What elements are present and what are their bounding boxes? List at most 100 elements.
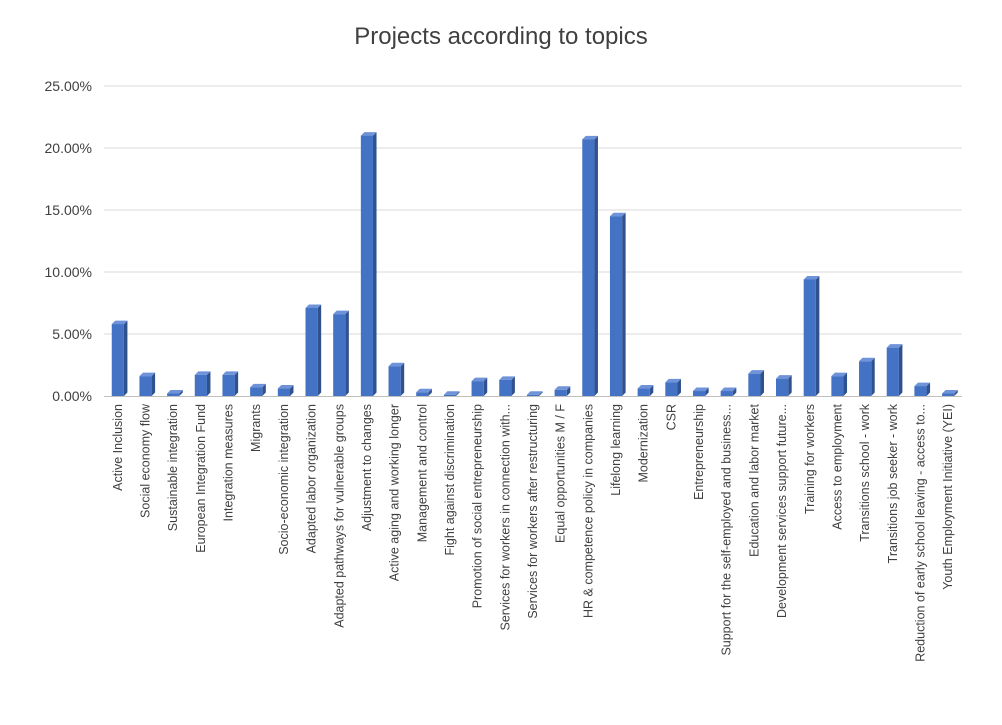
bar-front [443,394,457,396]
x-category-label: CSR [664,404,678,430]
bar-front [250,387,263,396]
y-tick-label: 0.00% [52,388,92,404]
bar-side [483,377,488,396]
bar-front [776,378,789,396]
bar-top [942,390,958,394]
bar-front [139,376,152,396]
bar-top [831,372,848,377]
bar-front [305,307,318,396]
bar-top [609,212,626,217]
bar [222,371,239,396]
bar-front [914,386,927,396]
bar-side [954,390,958,396]
bar-front [526,394,540,396]
bar [748,370,765,396]
bar [388,362,405,396]
bar [277,385,294,396]
bar [194,371,211,396]
gridlines [104,85,962,335]
x-category-label: Sustainable integration [166,404,180,531]
bar-front [554,389,567,396]
bar-side [234,371,239,396]
bar-top [748,370,765,374]
bar [554,386,571,396]
bar [803,275,820,396]
x-category-label: Transitions job seeker - work [886,403,900,563]
bar-front [803,279,816,396]
bar-top [859,357,875,362]
bar-side [926,382,931,396]
x-category-label: Lifelong learning [609,404,623,496]
bar [859,357,875,396]
bar-top [471,377,488,382]
bar-top [803,275,820,280]
bar-side [705,387,709,396]
bar [692,387,709,396]
bar-front [471,381,484,396]
x-category-label: Modernization [637,404,651,483]
bars [111,132,958,396]
bar-side [815,275,820,396]
bar-top [443,391,460,395]
y-tick-label: 15.00% [45,202,92,218]
bar-top [582,135,598,140]
bar [637,385,654,396]
x-category-label: Promotion of social entrepreneurship [471,404,485,608]
bar-front [360,135,374,396]
bar-side [843,372,848,396]
bar [250,383,266,396]
bar-front [416,392,429,396]
bar-top [526,391,543,395]
bar-side [511,376,515,396]
bar-front [111,324,124,396]
bar-side [566,386,571,396]
bar [443,391,460,396]
bar-top [914,382,931,387]
x-category-label: Services for workers after restructuring [526,404,540,619]
x-category-label: Active Inclusion [111,404,125,491]
bar [139,372,156,396]
bar-front [665,382,678,396]
bar-front [637,388,650,396]
y-tick-label: 25.00% [45,78,92,94]
bar-front [720,391,733,396]
bar [360,132,377,396]
bar-side [898,344,903,396]
x-category-label: Adjustment to changes [360,404,374,531]
bar-side [262,383,266,396]
bar-side [788,375,792,396]
bar-top [665,378,681,383]
bar-side [456,391,460,396]
x-category-label: Youth Employment Initiative (YEI) [941,404,955,590]
bar-top [720,387,737,392]
x-category-label: Management and control [415,404,429,542]
bar-side [622,212,626,396]
bar-side [871,357,875,396]
bar [609,212,626,396]
bar [471,377,488,396]
bar-top [222,371,239,375]
bar-side [289,385,294,396]
bar-front [748,373,761,396]
bar-top [692,387,709,392]
bar-top [111,320,128,325]
bar-front [942,393,955,396]
x-category-label: Education and labor market [747,403,761,556]
bar-side [206,371,211,396]
bar [665,378,681,396]
x-category-label: Integration measures [222,404,236,521]
x-axis-labels: Active Inclusion Social economy flow Susta… [111,403,955,662]
bar-front [333,314,346,396]
chart-title: Projects according to topics [354,23,647,50]
bar-top [554,386,571,390]
bar-top [250,383,266,388]
bar [526,391,543,396]
bar-top [333,310,349,315]
bar [720,387,737,396]
bar [111,320,128,396]
bar-side [317,304,322,396]
bar-side [732,387,737,396]
bar-front [388,366,401,396]
